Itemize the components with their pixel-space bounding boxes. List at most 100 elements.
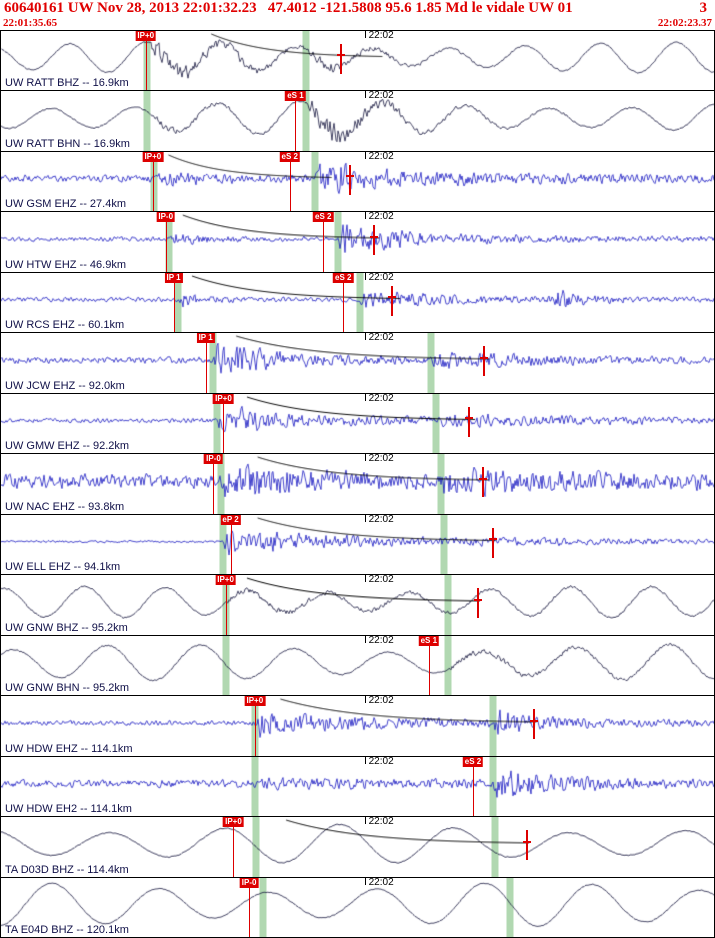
minute-tick	[364, 817, 366, 825]
station-label: TA E04D BHZ -- 120.1km	[5, 924, 129, 937]
station-label: UW GNW BHN -- 95.2km	[5, 682, 130, 695]
coda-duration-pick[interactable]	[346, 165, 355, 195]
pick-flag[interactable]: IP 1	[164, 272, 183, 283]
trace-panel: 22:02 IP+0 UW RATT BHZ -- 16.9km	[1, 31, 714, 92]
minute-tick	[364, 454, 366, 462]
waveform-canvas[interactable]	[1, 817, 714, 877]
pick-flag[interactable]: IP+0	[142, 151, 164, 162]
pick-line[interactable]	[254, 696, 256, 756]
trace-panel: 22:02 IP-0 eS 2 UW HTW EHZ -- 46.9km	[1, 212, 714, 273]
waveform-canvas[interactable]	[1, 212, 714, 272]
pick-flag[interactable]: eS 2	[333, 272, 354, 283]
station-label: UW RCS EHZ -- 60.1km	[5, 319, 125, 332]
pick-line[interactable]	[295, 91, 297, 151]
pick-flag[interactable]: IP-0	[239, 877, 259, 888]
coda-duration-pick[interactable]	[480, 346, 489, 377]
trace-panel: 22:02 IP+0 UW GNW BHZ -- 95.2km	[1, 575, 714, 636]
waveform-canvas[interactable]	[1, 393, 714, 454]
minute-label: 22:02	[368, 696, 394, 707]
waveform-canvas[interactable]	[1, 272, 714, 333]
waveform-canvas[interactable]	[1, 31, 714, 91]
waveform-canvas[interactable]	[1, 514, 714, 575]
pick-line[interactable]	[225, 575, 227, 635]
window-start-time: 22:01:35.65	[3, 17, 58, 29]
pick-line[interactable]	[145, 31, 147, 91]
pick-flag[interactable]: IP-0	[204, 454, 223, 465]
pick-flag[interactable]: IP 1	[196, 333, 215, 344]
station-label: UW HTW EHZ -- 46.9km	[5, 258, 126, 271]
pick-flag[interactable]: eS 2	[313, 212, 334, 223]
pick-line[interactable]	[230, 514, 232, 575]
window-end-time: 22:02:23.37	[657, 17, 712, 29]
coda-duration-pick[interactable]	[478, 467, 487, 498]
waveform-canvas[interactable]	[1, 635, 714, 696]
waveform-canvas[interactable]	[1, 333, 714, 393]
pick-line[interactable]	[165, 212, 167, 272]
coda-pick-bar	[523, 840, 532, 843]
minute-label: 22:02	[368, 272, 394, 283]
coda-duration-pick[interactable]	[337, 44, 346, 74]
coda-duration-pick[interactable]	[387, 285, 396, 316]
pick-line[interactable]	[152, 151, 154, 212]
trace-panel: 22:02 IP+0 eS 2 UW GSM EHZ -- 27.4km	[1, 151, 714, 213]
pick-flag[interactable]: eP 2	[220, 514, 241, 525]
pick-line[interactable]	[233, 817, 235, 877]
coda-duration-pick[interactable]	[473, 588, 482, 619]
trace-panel: 22:02 IP+0 UW GMW EHZ -- 92.2km	[1, 393, 714, 455]
pick-line[interactable]	[213, 454, 215, 514]
waveform-canvas[interactable]	[1, 151, 714, 212]
pick-flag[interactable]: IP+0	[213, 393, 234, 404]
coda-duration-pick[interactable]	[465, 406, 474, 437]
waveform-canvas[interactable]	[1, 696, 714, 756]
trace-panel: 22:02 eS 1 UW RATT BHN -- 16.9km	[1, 91, 714, 152]
page-indicator: 3	[699, 0, 708, 16]
station-label: UW GNW BHZ -- 95.2km	[5, 621, 128, 634]
coda-pick-bar	[473, 598, 482, 601]
minute-tick	[364, 575, 366, 583]
waveform-canvas[interactable]	[1, 454, 714, 514]
waveform-canvas[interactable]	[1, 91, 714, 151]
pick-line[interactable]	[473, 756, 474, 817]
station-label: UW RATT BHZ -- 16.9km	[5, 77, 129, 90]
pick-line[interactable]	[223, 393, 225, 454]
coda-duration-pick[interactable]	[530, 709, 539, 739]
pick-line[interactable]	[205, 333, 207, 393]
pick-flag[interactable]: IP+0	[135, 31, 157, 41]
minute-tick	[364, 635, 366, 643]
station-label: TA D03D BHZ -- 114.4km	[5, 863, 129, 876]
pick-flag[interactable]: eS 2	[279, 151, 300, 162]
pick-flag[interactable]: IP+0	[244, 696, 266, 707]
pick-flag[interactable]: eS 1	[285, 91, 306, 102]
waveform-canvas[interactable]	[1, 575, 714, 635]
pick-line[interactable]	[323, 212, 325, 272]
pick-flag[interactable]: eS 1	[418, 635, 440, 646]
trace-panel: 22:02 IP 1 UW JCW EHZ -- 92.0km	[1, 333, 714, 394]
pick-line[interactable]	[249, 877, 251, 938]
coda-pick-bar	[488, 538, 497, 541]
minute-label: 22:02	[368, 151, 394, 162]
coda-pick-bar	[387, 296, 396, 299]
minute-tick	[364, 151, 366, 159]
coda-duration-pick[interactable]	[369, 225, 378, 256]
minute-label: 22:02	[368, 31, 394, 41]
waveform-canvas[interactable]	[1, 756, 714, 817]
pick-flag[interactable]: IP-0	[156, 212, 176, 223]
pick-flag[interactable]: IP+0	[215, 575, 236, 586]
pick-line[interactable]	[173, 272, 175, 333]
trace-panel: 22:02 IP+0 TA D03D BHZ -- 114.4km	[1, 817, 714, 878]
pick-line[interactable]	[343, 272, 345, 333]
station-label: UW RATT BHN -- 16.9km	[5, 137, 130, 150]
pick-flag[interactable]: IP+0	[223, 817, 244, 828]
waveform-canvas[interactable]	[1, 877, 714, 938]
trace-panel: 22:02 eS 1 UW GNW BHN -- 95.2km	[1, 635, 714, 697]
coda-pick-bar	[337, 54, 346, 57]
pick-line[interactable]	[289, 151, 291, 212]
pick-flag[interactable]: eS 2	[462, 756, 484, 767]
coda-duration-pick[interactable]	[523, 830, 532, 860]
event-summary: 60640161 UW Nov 28, 2013 22:01:32.23 47.…	[4, 0, 573, 16]
coda-pick-bar	[465, 417, 474, 420]
pick-line[interactable]	[428, 635, 430, 696]
station-label: UW NAC EHZ -- 93.8km	[5, 500, 125, 513]
coda-duration-pick[interactable]	[488, 527, 497, 558]
